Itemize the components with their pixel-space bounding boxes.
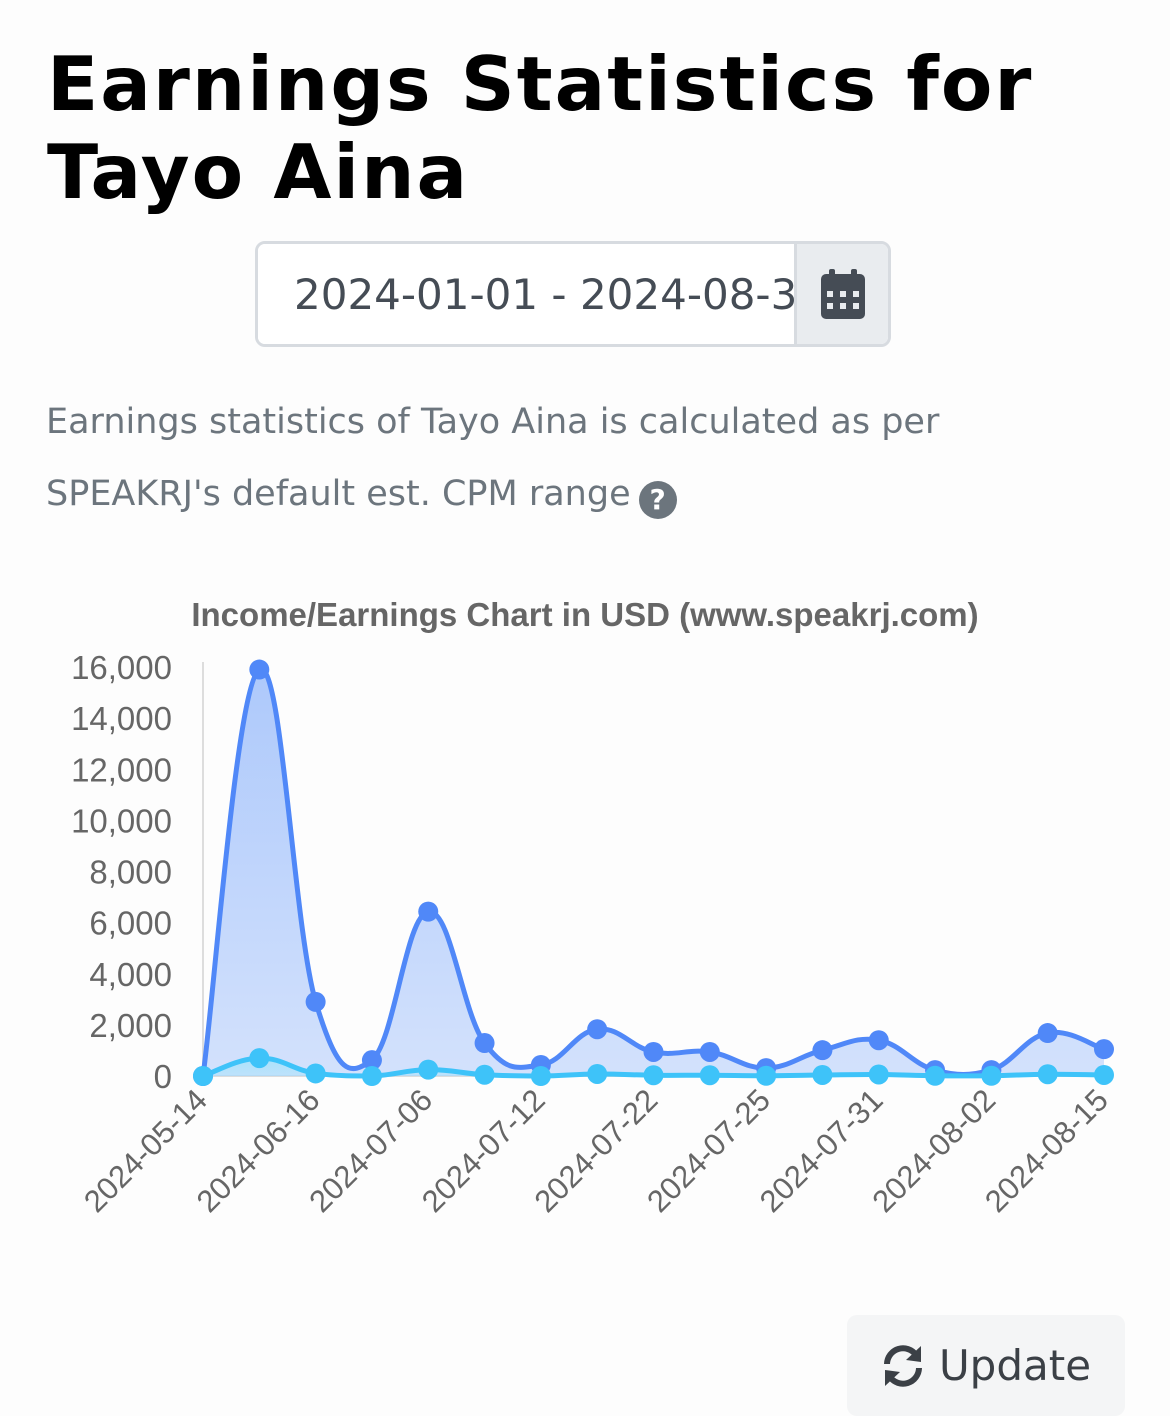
- data-point: [587, 1063, 608, 1084]
- update-button[interactable]: Update: [847, 1315, 1125, 1416]
- data-point: [418, 901, 439, 922]
- data-point: [474, 1064, 495, 1085]
- data-point: [193, 1066, 213, 1086]
- data-point: [249, 659, 270, 680]
- data-point: [868, 1064, 889, 1085]
- data-point: [981, 1065, 1002, 1086]
- y-tick-label: 16,000: [71, 649, 172, 686]
- data-point: [530, 1066, 551, 1086]
- data-point: [756, 1065, 777, 1086]
- y-tick-label: 4,000: [89, 956, 172, 993]
- calendar-button[interactable]: [794, 244, 888, 344]
- series-line: [200, 666, 1105, 1078]
- data-point: [1037, 1023, 1058, 1044]
- y-tick-label: 6,000: [89, 905, 172, 942]
- data-point: [418, 1059, 439, 1080]
- data-point: [699, 1041, 720, 1062]
- data-point: [1094, 1064, 1114, 1085]
- y-tick-label: 8,000: [89, 854, 172, 891]
- data-point: [1094, 1039, 1114, 1060]
- refresh-icon: [883, 1344, 922, 1387]
- y-tick-label: 14,000: [71, 700, 172, 737]
- earnings-description: Earnings statistics of Tayo Aina is calc…: [46, 386, 1046, 530]
- data-point: [249, 1048, 270, 1069]
- description-line-1: Earnings statistics of Tayo Aina is calc…: [46, 402, 940, 442]
- y-tick-label: 10,000: [71, 802, 172, 839]
- data-point: [474, 1033, 495, 1054]
- data-point: [1037, 1064, 1058, 1085]
- data-point: [812, 1040, 833, 1061]
- data-point: [361, 1050, 382, 1071]
- data-point: [699, 1065, 720, 1086]
- data-point: [643, 1065, 664, 1086]
- data-point: [868, 1030, 889, 1051]
- data-point: [305, 991, 326, 1012]
- x-tick-label: 2024-08-15: [978, 1082, 1115, 1219]
- data-point: [643, 1041, 664, 1062]
- update-label: Update: [938, 1341, 1092, 1390]
- help-icon[interactable]: ?: [638, 481, 677, 519]
- data-point: [925, 1065, 946, 1086]
- y-tick-label: 2,000: [89, 1007, 172, 1044]
- calendar-icon: [820, 269, 865, 319]
- data-point: [305, 1063, 326, 1084]
- description-line-2: SPEAKRJ's default est. CPM range: [46, 474, 631, 514]
- data-point: [361, 1066, 382, 1086]
- date-range-input[interactable]: [258, 244, 794, 344]
- chart-title: Income/Earnings Chart in USD (www.speakr…: [191, 596, 978, 633]
- y-tick-label: 0: [154, 1058, 172, 1095]
- data-point: [812, 1064, 833, 1085]
- page-title: Earnings Statistics for Tayo Aina: [47, 40, 1034, 216]
- date-range-picker[interactable]: [255, 241, 891, 347]
- y-tick-label: 12,000: [71, 751, 172, 788]
- earnings-chart: Income/Earnings Chart in USD (www.speakr…: [71, 596, 1115, 1219]
- data-point: [587, 1019, 608, 1040]
- series-area: [203, 668, 1104, 1076]
